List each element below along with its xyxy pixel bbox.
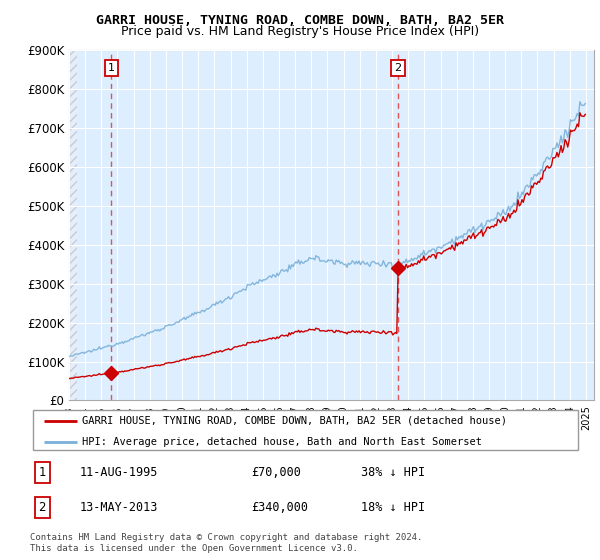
Text: 1: 1	[108, 63, 115, 73]
Text: 2: 2	[38, 501, 46, 514]
Text: Contains HM Land Registry data © Crown copyright and database right 2024.
This d: Contains HM Land Registry data © Crown c…	[30, 533, 422, 553]
Text: 1: 1	[38, 466, 46, 479]
Text: 13-MAY-2013: 13-MAY-2013	[80, 501, 158, 514]
Text: HPI: Average price, detached house, Bath and North East Somerset: HPI: Average price, detached house, Bath…	[82, 437, 482, 446]
Text: 18% ↓ HPI: 18% ↓ HPI	[361, 501, 425, 514]
Text: Price paid vs. HM Land Registry's House Price Index (HPI): Price paid vs. HM Land Registry's House …	[121, 25, 479, 38]
Text: 2: 2	[395, 63, 401, 73]
Text: 38% ↓ HPI: 38% ↓ HPI	[361, 466, 425, 479]
Text: £340,000: £340,000	[251, 501, 308, 514]
Text: 11-AUG-1995: 11-AUG-1995	[80, 466, 158, 479]
Text: £70,000: £70,000	[251, 466, 301, 479]
Text: GARRI HOUSE, TYNING ROAD, COMBE DOWN, BATH, BA2 5ER: GARRI HOUSE, TYNING ROAD, COMBE DOWN, BA…	[96, 14, 504, 27]
Text: GARRI HOUSE, TYNING ROAD, COMBE DOWN, BATH, BA2 5ER (detached house): GARRI HOUSE, TYNING ROAD, COMBE DOWN, BA…	[82, 416, 508, 426]
FancyBboxPatch shape	[33, 410, 578, 450]
